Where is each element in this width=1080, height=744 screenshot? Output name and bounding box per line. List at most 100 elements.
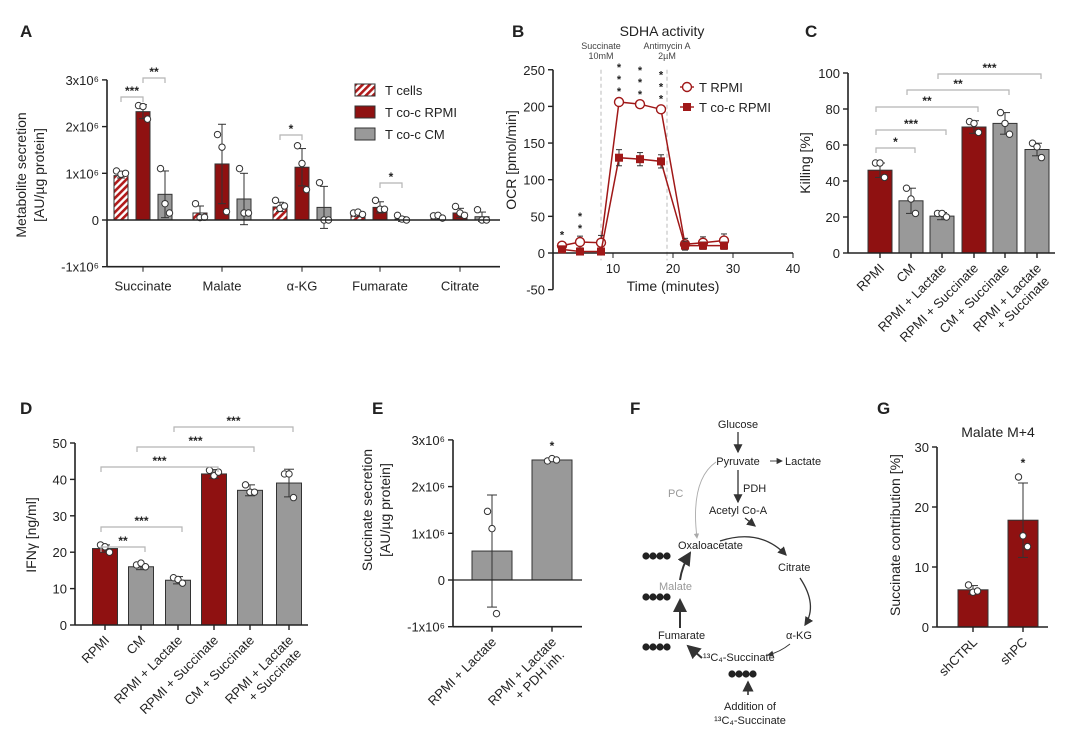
data-point	[244, 209, 253, 217]
bar	[276, 482, 302, 626]
data-point	[576, 247, 584, 256]
data-point	[156, 164, 165, 173]
y-axis-label: OCR [pmol/min]	[503, 110, 519, 210]
significance-label: **	[953, 77, 963, 91]
data-point	[964, 581, 973, 589]
y-tick-label: 10	[915, 560, 929, 575]
y-tick-label: 50	[53, 436, 67, 451]
data-point	[574, 236, 586, 248]
data-point	[473, 206, 482, 214]
significance-label: *	[550, 439, 555, 453]
y-tick-label: 1x10⁶	[65, 166, 99, 181]
data-point	[105, 548, 114, 556]
legend-marker	[681, 81, 693, 93]
data-point	[636, 155, 644, 164]
panel-letter-e: E	[372, 399, 383, 418]
significance-bracket	[937, 73, 1042, 79]
category-label: Citrate	[441, 279, 479, 294]
panel-letter-d: D	[20, 399, 32, 418]
data-point	[1019, 532, 1027, 540]
carbon-dot	[649, 552, 657, 560]
panel-letter-a: A	[20, 22, 32, 41]
bar	[929, 215, 955, 254]
y-tick-label: 1x10⁶	[411, 526, 445, 541]
bar	[992, 122, 1018, 254]
node-akg: α-KG	[786, 630, 812, 642]
data-point	[558, 245, 566, 254]
y-tick-label: 0	[438, 573, 445, 588]
significance-label: *	[617, 62, 622, 74]
data-point	[970, 119, 978, 128]
data-point	[973, 587, 982, 595]
data-point	[298, 159, 306, 168]
carbon-dot	[742, 670, 750, 678]
data-point	[907, 195, 915, 203]
y-tick-label: 100	[523, 173, 545, 188]
data-point	[271, 196, 280, 205]
significance-bracket	[875, 129, 947, 135]
significance-label: *	[578, 211, 583, 223]
y-tick-label: 150	[523, 136, 545, 151]
injection-label: 2µM	[658, 51, 676, 61]
y-tick-label: 200	[523, 99, 545, 114]
injection-label: 10mM	[588, 51, 613, 61]
chart-panel-g: Malate M+4 0 10 20 30 shCTRL shPC Succinate con…	[887, 424, 1048, 679]
significance-label: *	[389, 170, 394, 184]
data-point	[597, 247, 605, 256]
y-tick-label: 3x10⁶	[65, 73, 99, 88]
carbon-dot	[642, 643, 650, 651]
y-tick-label: 10	[53, 582, 67, 597]
data-point	[121, 169, 130, 178]
carbon-dot	[649, 643, 657, 651]
carbon-dot	[663, 643, 671, 651]
significance-label: *	[893, 135, 898, 149]
data-point	[380, 205, 389, 213]
data-point	[974, 128, 983, 137]
significance-label: *	[659, 93, 664, 105]
bar	[113, 175, 129, 221]
arrow-akg-succinate	[767, 643, 791, 657]
significance-label: *	[659, 69, 664, 81]
data-point	[289, 493, 298, 502]
x-axis-label: Time (minutes)	[627, 278, 720, 294]
injection-label: Succinate	[581, 41, 621, 51]
data-point	[371, 196, 380, 205]
y-tick-label: 3x10⁶	[411, 433, 445, 448]
significance-label: *	[638, 89, 643, 101]
y-axis-label: Metabolite secretion	[13, 112, 29, 237]
legend-swatch	[354, 83, 376, 97]
data-point	[191, 199, 200, 208]
carbon-dot	[735, 670, 743, 678]
data-point	[1001, 119, 1009, 128]
arrow-succinate-fumarate	[686, 644, 703, 660]
bar	[957, 589, 989, 628]
bar	[135, 111, 151, 221]
significance-bracket	[875, 147, 916, 153]
y-tick-label: 40	[826, 174, 840, 189]
y-tick-label: 0	[538, 246, 545, 261]
data-point	[942, 213, 951, 221]
data-point	[657, 157, 665, 166]
data-point	[222, 207, 231, 216]
y-tick-label: 20	[826, 210, 840, 225]
significance-label: *	[638, 65, 643, 77]
y-tick-label: 100	[818, 66, 840, 81]
carbon-dot	[656, 593, 664, 601]
significance-bracket	[136, 446, 255, 452]
data-point	[613, 96, 625, 108]
y-tick-label: 0	[60, 618, 67, 633]
data-point	[720, 241, 728, 250]
significance-label: ***	[188, 434, 202, 448]
panel-letters: A B C D E F G	[20, 22, 890, 418]
category-label: α-KG	[287, 279, 318, 294]
significance-label: **	[922, 94, 932, 108]
y-tick-label: 30	[915, 440, 929, 455]
y-tick-label: 50	[531, 209, 545, 224]
data-point	[205, 466, 214, 474]
arrow-citrate-akg	[799, 577, 814, 627]
bar	[1024, 149, 1050, 254]
significance-label: ***	[226, 414, 240, 428]
y-tick-label: -1x10⁶	[61, 260, 99, 275]
